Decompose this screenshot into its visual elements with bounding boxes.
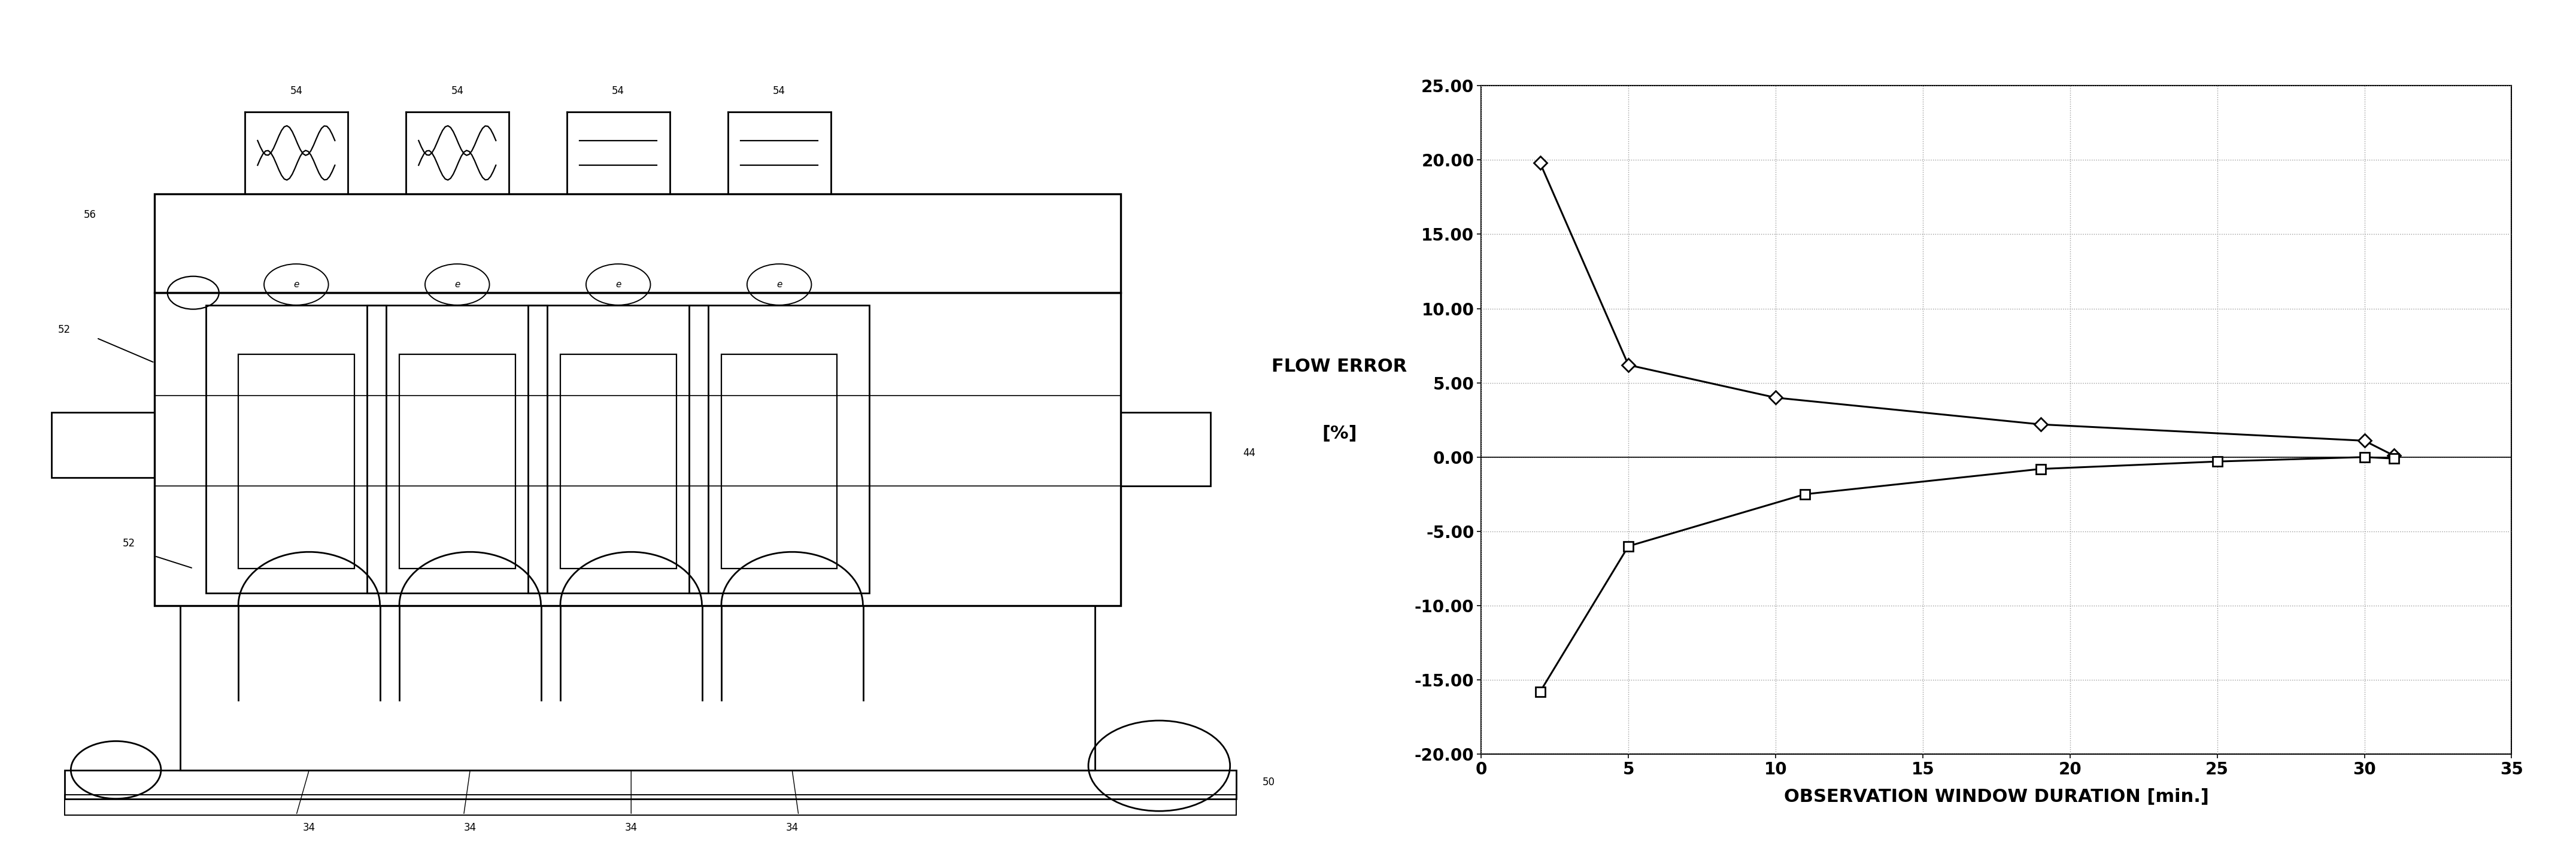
Text: e: e bbox=[775, 280, 783, 289]
Text: 44: 44 bbox=[1244, 448, 1255, 458]
Text: 54: 54 bbox=[291, 86, 301, 97]
Bar bbox=[206, 305, 386, 593]
Text: 54: 54 bbox=[773, 86, 786, 97]
Bar bbox=[64, 770, 1236, 799]
Text: 52: 52 bbox=[59, 325, 70, 335]
Bar bbox=[155, 194, 1121, 293]
Text: 34: 34 bbox=[786, 822, 799, 833]
Text: 50: 50 bbox=[1262, 777, 1275, 788]
Bar bbox=[1121, 412, 1211, 486]
Text: 56: 56 bbox=[85, 209, 95, 220]
Bar bbox=[368, 305, 549, 593]
Bar bbox=[721, 355, 837, 568]
Bar bbox=[399, 355, 515, 568]
Text: 34: 34 bbox=[626, 822, 636, 833]
Bar bbox=[240, 355, 355, 568]
Bar bbox=[180, 605, 1095, 770]
Text: FLOW ERROR: FLOW ERROR bbox=[1273, 357, 1406, 375]
Bar bbox=[155, 293, 1121, 605]
Text: e: e bbox=[616, 280, 621, 289]
Text: 52: 52 bbox=[124, 538, 134, 549]
X-axis label: OBSERVATION WINDOW DURATION [min.]: OBSERVATION WINDOW DURATION [min.] bbox=[1785, 788, 2208, 806]
Bar bbox=[64, 794, 1236, 815]
Text: 34: 34 bbox=[464, 822, 477, 833]
Bar bbox=[528, 305, 708, 593]
Bar bbox=[52, 412, 155, 478]
Text: [%]: [%] bbox=[1321, 424, 1358, 442]
Text: e: e bbox=[453, 280, 461, 289]
Text: 34: 34 bbox=[304, 822, 314, 833]
Text: 54: 54 bbox=[613, 86, 623, 97]
Bar bbox=[690, 305, 871, 593]
Text: 54: 54 bbox=[451, 86, 464, 97]
Bar bbox=[562, 355, 675, 568]
Text: e: e bbox=[294, 280, 299, 289]
